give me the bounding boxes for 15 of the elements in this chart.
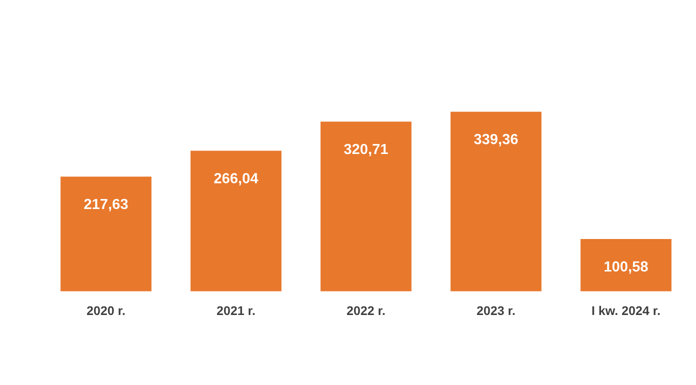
data-label: 320,71: [344, 144, 388, 156]
x-tick-label: 2023 r.: [476, 306, 515, 316]
data-label: 266,04: [214, 173, 258, 186]
x-tick-label: 2020 r.: [86, 306, 125, 316]
bar: [189, 149, 283, 292]
data-label: 100,58: [604, 261, 648, 274]
data-label: 217,63: [84, 198, 128, 212]
x-tick-label: 2022 r.: [346, 306, 385, 316]
bar: [319, 120, 413, 292]
bar: [59, 175, 153, 292]
bar: [579, 238, 673, 292]
x-tick-label: I kw. 2024 r.: [592, 306, 660, 316]
data-label: 339,36: [474, 134, 518, 146]
bar: [449, 111, 543, 292]
x-tick-label: 2021 r.: [216, 306, 255, 316]
